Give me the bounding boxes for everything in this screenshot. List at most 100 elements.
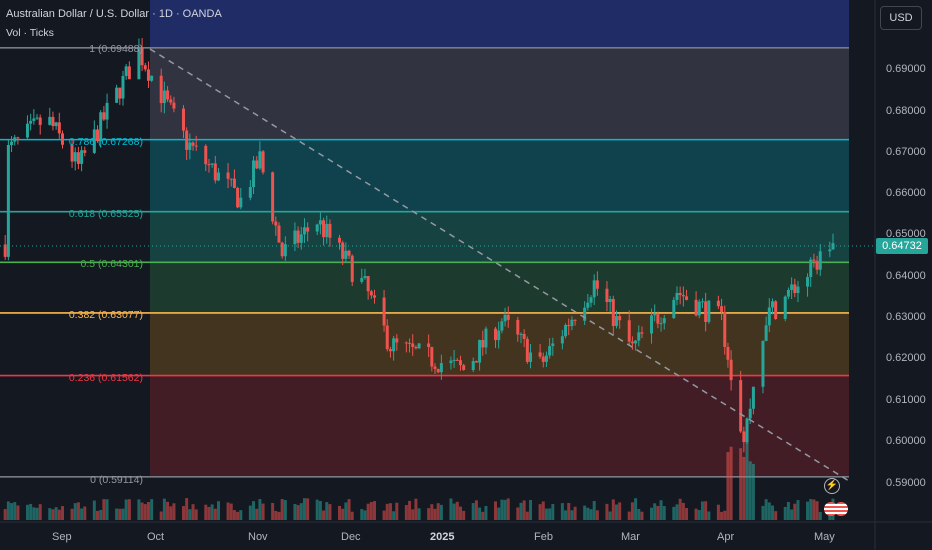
volume-bar — [494, 501, 498, 520]
candle-body — [280, 242, 284, 257]
volume-bar — [191, 504, 195, 520]
volume-bar — [236, 511, 240, 520]
candle-body — [481, 340, 485, 348]
candle-body — [388, 349, 392, 352]
volume-indicator-label[interactable]: Vol · Ticks — [6, 27, 54, 39]
volume-bar — [796, 500, 800, 520]
candle-body — [411, 343, 415, 347]
candle-body — [51, 116, 55, 127]
candle-body — [366, 276, 370, 292]
volume-bar — [427, 508, 431, 520]
candle-body — [302, 227, 306, 235]
candle-body — [166, 90, 170, 100]
volume-bar — [172, 503, 176, 520]
lightning-icon[interactable]: ⚡ — [824, 478, 840, 494]
candle-body — [462, 365, 466, 370]
volume-bar — [611, 499, 615, 520]
fib-band — [150, 47, 849, 140]
volume-bar — [529, 500, 533, 520]
time-tick: Nov — [248, 531, 268, 543]
volume-bar — [70, 508, 74, 520]
volume-bar — [239, 510, 243, 520]
volume-bar — [812, 499, 816, 520]
candle-body — [252, 160, 256, 188]
volume-bar — [570, 510, 574, 520]
volume-bar — [363, 510, 367, 520]
symbol-title[interactable]: Australian Dollar / U.S. Dollar · 1D · O… — [6, 8, 222, 20]
volume-bar — [280, 499, 284, 520]
volume-bar — [347, 499, 351, 520]
volume-bar — [564, 510, 568, 520]
volume-bar — [140, 502, 144, 520]
volume-bar — [726, 452, 730, 520]
price-tick: 0.68000 — [886, 105, 926, 117]
volume-bar — [48, 508, 52, 520]
volume-bar — [181, 506, 185, 520]
candle-body — [236, 187, 240, 208]
volume-bar — [124, 499, 128, 520]
volume-bar — [449, 498, 453, 520]
candle-body — [328, 223, 332, 238]
volume-bar — [102, 499, 106, 520]
candle-body — [586, 302, 590, 308]
volume-bar — [10, 503, 14, 520]
candle-body — [188, 142, 192, 150]
fib-label-0786: 0.786 (0.67268) — [68, 136, 143, 148]
candle-body — [828, 249, 832, 252]
volume-bar — [408, 500, 412, 520]
candle-body — [478, 340, 482, 363]
candle-body — [261, 151, 265, 173]
candle-body — [408, 342, 412, 344]
time-tick: 2025 — [430, 531, 455, 543]
candle-body — [70, 144, 74, 162]
candle-body — [506, 314, 510, 320]
volume-bar — [662, 506, 666, 520]
volume-bar — [341, 508, 345, 520]
candle-body — [258, 151, 262, 169]
volume-bar — [458, 506, 462, 520]
volume-bar — [729, 446, 733, 520]
candle-body — [325, 223, 329, 238]
volume-bar — [382, 510, 386, 520]
fib-band-top — [150, 0, 849, 48]
fib-trend-line[interactable] — [149, 48, 850, 482]
volume-bar — [694, 508, 698, 520]
volume-bar — [497, 507, 501, 520]
volume-bar — [16, 505, 20, 520]
volume-bar — [51, 509, 55, 520]
volume-bar — [166, 501, 170, 520]
candle-body — [815, 260, 819, 270]
candle-body — [675, 292, 679, 300]
candle-body — [538, 352, 542, 357]
volume-bar — [261, 503, 265, 520]
volume-bar — [583, 505, 587, 520]
candle-body — [204, 145, 208, 165]
candle-body — [191, 142, 195, 146]
candle-body — [347, 250, 351, 256]
price-tick: 0.64000 — [886, 270, 926, 282]
currency-button[interactable]: USD — [880, 6, 922, 30]
candle-body — [102, 112, 106, 120]
volume-bar — [586, 507, 590, 520]
volume-bar — [685, 507, 689, 520]
volume-bar — [739, 448, 743, 520]
volume-bar — [567, 502, 571, 520]
us-flag-event-icon[interactable] — [834, 502, 848, 516]
candle-body — [589, 297, 593, 303]
candle-body — [395, 338, 399, 343]
volume-bar — [748, 461, 752, 520]
volume-bar — [516, 507, 520, 520]
candle-body — [80, 150, 84, 164]
volume-bar — [471, 503, 475, 520]
price-tick: 0.67000 — [886, 146, 926, 158]
volume-bar — [366, 503, 370, 520]
volume-bar — [302, 498, 306, 520]
candle-body — [519, 333, 523, 335]
last-price-badge: 0.64732 — [876, 238, 928, 254]
volume-bar — [793, 503, 797, 520]
candle-body — [96, 129, 100, 142]
volume-bar — [439, 504, 443, 520]
candle-body — [455, 359, 459, 361]
volume-bar — [271, 502, 275, 520]
